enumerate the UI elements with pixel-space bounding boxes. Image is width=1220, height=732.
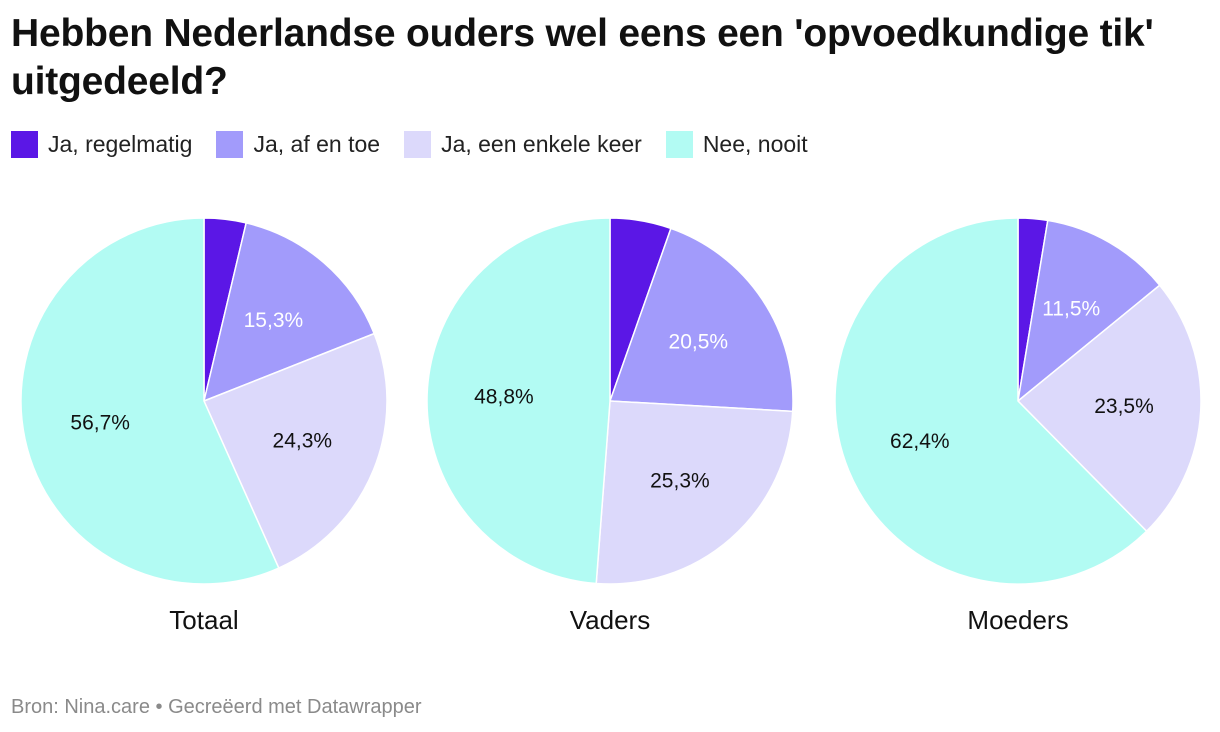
pie-title: Vaders	[570, 605, 650, 635]
pie-vaders: 20,5% 25,3% 48,8% Vaders	[426, 217, 794, 635]
slice-value-label: 62,4%	[890, 430, 950, 453]
pie-title: Moeders	[967, 605, 1068, 635]
pie-moeders: 11,5% 23,5% 62,4% Moeders	[834, 217, 1202, 635]
pie-slice-ja-af-en-toe	[203, 222, 375, 402]
slice-value-label: 56,7%	[70, 412, 130, 435]
slice-value-label: 15,3%	[244, 309, 304, 332]
legend-swatch	[11, 130, 38, 158]
legend-swatch	[216, 130, 244, 158]
pie-slice-ja-een-enkele-keer	[1017, 284, 1202, 532]
pie-title: Totaal	[169, 605, 238, 635]
legend-swatch	[665, 130, 693, 158]
slice-value-label: 23,5%	[1094, 395, 1154, 418]
pie-slice-nee-nooit	[20, 217, 280, 585]
pie-slice-ja-af-en-toe	[1017, 219, 1161, 402]
pie-slice-ja-een-enkele-keer	[203, 332, 388, 569]
slice-value-label: 20,5%	[669, 331, 729, 354]
slice-value-label: 48,8%	[474, 386, 534, 409]
legend-item-ja-een-enkele-keer: Ja, een enkele keer	[404, 130, 642, 158]
legend: Ja, regelmatig Ja, af en toe Ja, een enk…	[11, 128, 832, 160]
pie-totaal: 15,3% 24,3% 56,7% Totaal	[20, 217, 388, 635]
slice-value-label: 25,3%	[650, 469, 710, 492]
pie-slice-ja-af-en-toe	[609, 227, 794, 413]
source-note: Bron: Nina.care • Gecreëerd met Datawrap…	[11, 696, 422, 718]
legend-item-ja-af-en-toe: Ja, af en toe	[216, 130, 381, 158]
slice-value-label: 11,5%	[1042, 298, 1100, 321]
pie-slice-ja-een-enkele-keer	[595, 400, 794, 585]
pie-slice-nee-nooit	[426, 217, 611, 585]
slice-value-label: 24,3%	[273, 430, 333, 453]
legend-item-nee-nooit: Nee, nooit	[665, 130, 808, 158]
legend-label: Ja, af en toe	[253, 130, 381, 157]
legend-swatch	[404, 130, 432, 158]
pie-slice-nee-nooit	[834, 217, 1148, 585]
legend-item-ja-regelmatig: Ja, regelmatig	[11, 130, 193, 158]
chart-title: Hebben Nederlandse ouders wel eens een '…	[11, 12, 1154, 103]
legend-label: Nee, nooit	[702, 130, 808, 157]
legend-label: Ja, regelmatig	[48, 130, 193, 157]
legend-label: Ja, een enkele keer	[441, 130, 642, 157]
pie-charts: 15,3% 24,3% 56,7% Totaal 20,5% 25,3% 48,8% Vade…	[20, 217, 1202, 635]
